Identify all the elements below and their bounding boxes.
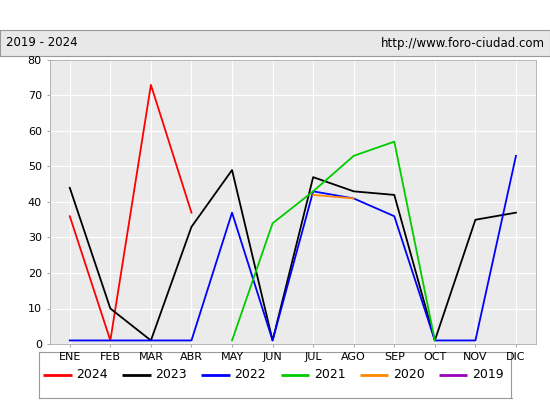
Text: 2022: 2022: [235, 368, 266, 382]
Text: 2019 - 2024: 2019 - 2024: [6, 36, 77, 50]
Text: Evolucion Nº Turistas Extranjeros en el municipio de Gascueña: Evolucion Nº Turistas Extranjeros en el …: [35, 8, 515, 22]
Text: 2021: 2021: [314, 368, 345, 382]
Text: http://www.foro-ciudad.com: http://www.foro-ciudad.com: [381, 36, 544, 50]
Text: 2023: 2023: [156, 368, 187, 382]
Text: 2020: 2020: [393, 368, 425, 382]
Text: 2024: 2024: [76, 368, 108, 382]
Text: 2019: 2019: [472, 368, 504, 382]
